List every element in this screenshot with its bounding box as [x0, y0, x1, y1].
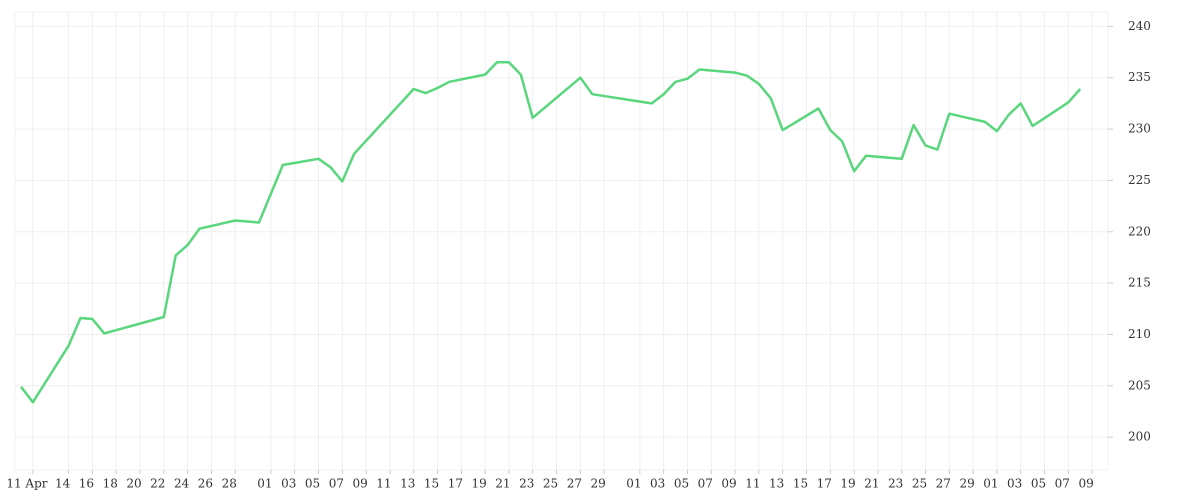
x-tick-label: 09 [721, 477, 736, 491]
x-tick-label: 27 [936, 477, 951, 491]
x-tick-label: 14 [55, 477, 71, 491]
price-line [20, 61, 1082, 404]
x-tick-label: 05 [305, 477, 320, 491]
x-tick-label: 03 [1007, 477, 1022, 491]
x-tick-label: 11 [745, 477, 760, 491]
y-tick-label: 210 [1128, 327, 1151, 341]
x-tick-label: 23 [519, 477, 534, 491]
x-tick-label: 20 [126, 477, 141, 491]
x-tick-label: 15 [424, 477, 439, 491]
x-tick-label: 11 Apr [6, 477, 47, 491]
x-tick-label: 22 [150, 477, 165, 491]
x-tick-label: 25 [912, 477, 927, 491]
x-tick-label: 03 [650, 477, 665, 491]
x-tick-label: 11 [376, 477, 391, 491]
y-tick-label: 225 [1128, 173, 1151, 187]
x-tick-label: 09 [352, 477, 367, 491]
x-tick-label: 17 [448, 477, 463, 491]
x-tick-label: 21 [495, 477, 510, 491]
y-tick-label: 240 [1128, 19, 1151, 33]
x-tick-label: 05 [674, 477, 689, 491]
x-tick-label: 07 [698, 477, 713, 491]
x-tick-label: 01 [983, 477, 998, 491]
x-tick-label: 01 [626, 477, 641, 491]
x-tick-label: 13 [400, 477, 415, 491]
y-tick-label: 235 [1128, 70, 1151, 84]
x-tick-label: 29 [959, 477, 974, 491]
x-tick-label: 27 [567, 477, 582, 491]
x-tick-label: 15 [793, 477, 808, 491]
x-tick-label: 28 [222, 477, 237, 491]
x-tick-label: 05 [1031, 477, 1046, 491]
x-tick-label: 07 [1055, 477, 1070, 491]
x-tick-label: 07 [329, 477, 344, 491]
x-tick-label: 16 [79, 477, 94, 491]
x-tick-label: 19 [472, 477, 487, 491]
x-tick-label: 13 [769, 477, 784, 491]
x-tick-label: 03 [281, 477, 296, 491]
x-tick-label: 26 [198, 477, 213, 491]
y-tick-label: 230 [1128, 122, 1151, 136]
x-tick-label: 23 [888, 477, 903, 491]
y-tick-label: 220 [1128, 224, 1151, 238]
x-tick-label: 19 [840, 477, 855, 491]
x-tick-label: 21 [864, 477, 879, 491]
y-tick-label: 200 [1128, 430, 1151, 444]
x-tick-label: 09 [1078, 477, 1093, 491]
x-tick-label: 01 [257, 477, 272, 491]
x-tick-label: 18 [103, 477, 118, 491]
x-tick-label: 29 [591, 477, 606, 491]
plot-area [14, 11, 1109, 471]
x-tick-label: 24 [174, 477, 190, 491]
y-tick-label: 205 [1128, 378, 1151, 392]
y-tick-label: 215 [1128, 276, 1151, 290]
x-tick-label: 17 [817, 477, 832, 491]
x-tick-label: 25 [543, 477, 558, 491]
